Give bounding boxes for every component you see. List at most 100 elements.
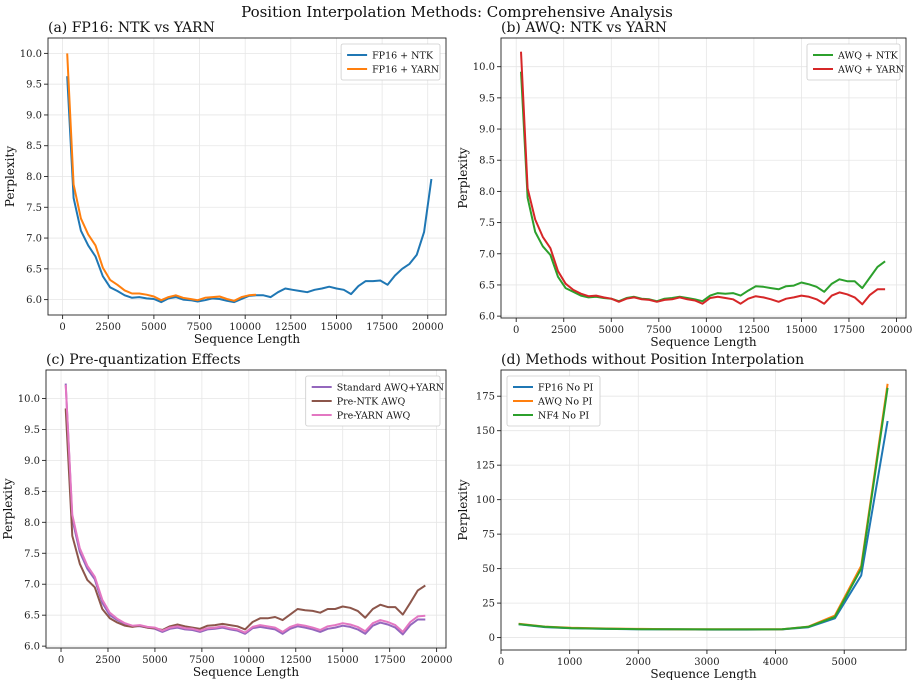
legend-box: [806, 43, 901, 81]
plot-frame: [500, 369, 907, 651]
x-tick-label: 2500: [551, 325, 576, 336]
legend: AWQ + NTK AWQ + YARN: [806, 43, 904, 81]
y-tick-label: 9.0: [479, 125, 495, 136]
x-tick-label: 17500: [374, 655, 406, 666]
legend-entry: Pre-NTK AWQ: [337, 397, 406, 408]
y-tick-label: 6.5: [479, 280, 495, 291]
y-tick-label: 8.0: [479, 187, 495, 198]
x-tick-label: 15000: [327, 655, 359, 666]
x-axis-label: Sequence Length: [193, 665, 300, 679]
y-tick-label: 50: [482, 564, 495, 575]
x-tick-label: 1000: [557, 657, 582, 668]
x-tick-label: 12500: [738, 325, 770, 336]
y-tick-label: 175: [476, 392, 495, 403]
x-tick-label: 10000: [233, 655, 265, 666]
x-tick-label: 5000: [831, 657, 856, 668]
x-tick-label: 0: [498, 657, 504, 668]
chart-panel-1: (a) FP16: NTK vs YARN 0 2500 5000 7500 10000 1…: [3, 20, 447, 346]
legend-box: [506, 375, 601, 427]
y-tick-label: 7.5: [479, 218, 495, 229]
series-line-fp16-ntk: [66, 76, 433, 304]
legend-box: [340, 43, 441, 81]
x-tick-label: 20000: [421, 655, 453, 666]
panel-title: (b) AWQ: NTK vs YARN: [501, 20, 667, 36]
legend-entry: Pre-YARN AWQ: [337, 411, 411, 422]
x-axis-label: Sequence Length: [650, 335, 757, 349]
y-axis-label: Perplexity: [456, 147, 470, 208]
legend-entry: NF4 No PI: [538, 411, 589, 422]
x-tick-label: 15000: [321, 322, 353, 333]
y-axis-label: Perplexity: [456, 479, 470, 540]
legend-box: [305, 375, 441, 427]
y-tick-label: 8.5: [479, 156, 495, 167]
chart-panel-3: (c) Pre-quantization Effects 0 2500 5000 750…: [1, 352, 453, 679]
panel-title: (a) FP16: NTK vs YARN: [48, 20, 215, 36]
y-tick-label: 7.0: [479, 249, 495, 260]
series-line-nf4-no-pi: [518, 387, 889, 631]
series-line-pre-ntk-awq: [64, 408, 426, 631]
x-axis-label: Sequence Length: [194, 332, 301, 346]
x-tick-label: 12500: [275, 322, 307, 333]
y-tick-label: 8.5: [26, 141, 42, 152]
x-tick-label: 7500: [189, 655, 214, 666]
x-tick-label: 2000: [626, 657, 651, 668]
x-tick-label: 0: [59, 322, 65, 333]
chart-panel-4: (d) Methods without Position Interpolati…: [456, 352, 907, 680]
x-tick-label: 17500: [366, 322, 398, 333]
legend-entry: FP16 No PI: [538, 383, 594, 394]
x-tick-label: 20000: [412, 322, 444, 333]
figure-title: Position Interpolation Methods: Comprehe…: [241, 3, 673, 21]
y-tick-label: 6.5: [24, 611, 40, 622]
legend: Standard AWQ+YARN Pre-NTK AWQ Pre-YARN AWQ: [305, 375, 444, 427]
legend: FP16 + NTK FP16 + YARN: [340, 43, 441, 81]
y-axis-label: Perplexity: [3, 146, 17, 207]
y-tick-label: 7.0: [24, 580, 40, 591]
x-tick-label: 3000: [694, 657, 719, 668]
x-tick-label: 2500: [95, 655, 120, 666]
y-axis-label: Perplexity: [1, 478, 15, 539]
x-tick-label: 4000: [763, 657, 788, 668]
x-tick-label: 0: [513, 325, 519, 336]
y-tick-label: 6.0: [26, 295, 42, 306]
y-tick-label: 10.0: [473, 62, 495, 73]
y-tick-label: 75: [482, 530, 495, 541]
series-line-fp16-no-pi: [518, 420, 889, 631]
y-tick-label: 6.5: [26, 264, 42, 275]
plot-frame: [500, 37, 907, 319]
x-tick-label: 12500: [280, 655, 312, 666]
y-tick-label: 10.0: [18, 394, 40, 405]
y-tick-label: 10.0: [20, 49, 42, 60]
x-tick-label: 15000: [786, 325, 818, 336]
x-tick-label: 10000: [229, 322, 261, 333]
series-line-fp16-yarn: [66, 53, 257, 302]
y-tick-label: 7.0: [26, 234, 42, 245]
legend-entry: Standard AWQ+YARN: [337, 383, 444, 394]
plot-frame: [45, 369, 447, 649]
y-tick-label: 7.5: [26, 203, 42, 214]
y-tick-label: 9.0: [26, 110, 42, 121]
y-tick-label: 7.5: [24, 549, 40, 560]
series-line-awq-ntk: [520, 71, 886, 303]
series-line-pre-yarn-awq: [64, 384, 426, 634]
x-tick-label: 20000: [881, 325, 913, 336]
y-tick-label: 25: [482, 599, 495, 610]
y-tick-label: 8.0: [26, 172, 42, 183]
x-tick-label: 5000: [141, 322, 166, 333]
y-tick-label: 6.0: [479, 312, 495, 323]
x-tick-label: 0: [58, 655, 64, 666]
y-tick-label: 9.5: [24, 425, 40, 436]
x-tick-label: 5000: [142, 655, 167, 666]
legend-entry: FP16 + NTK: [372, 51, 434, 62]
y-tick-label: 8.0: [24, 518, 40, 529]
y-tick-label: 9.0: [24, 456, 40, 467]
panel-title: (c) Pre-quantization Effects: [46, 352, 241, 368]
x-tick-label: 7500: [187, 322, 212, 333]
legend-entry: AWQ No PI: [537, 397, 592, 408]
legend-entry: AWQ + YARN: [837, 65, 904, 76]
series-line-awq-yarn: [520, 51, 886, 306]
x-axis-label: Sequence Length: [650, 667, 757, 680]
y-tick-label: 9.5: [26, 80, 42, 91]
panel-title: (d) Methods without Position Interpolati…: [501, 352, 804, 368]
y-tick-label: 8.5: [24, 487, 40, 498]
